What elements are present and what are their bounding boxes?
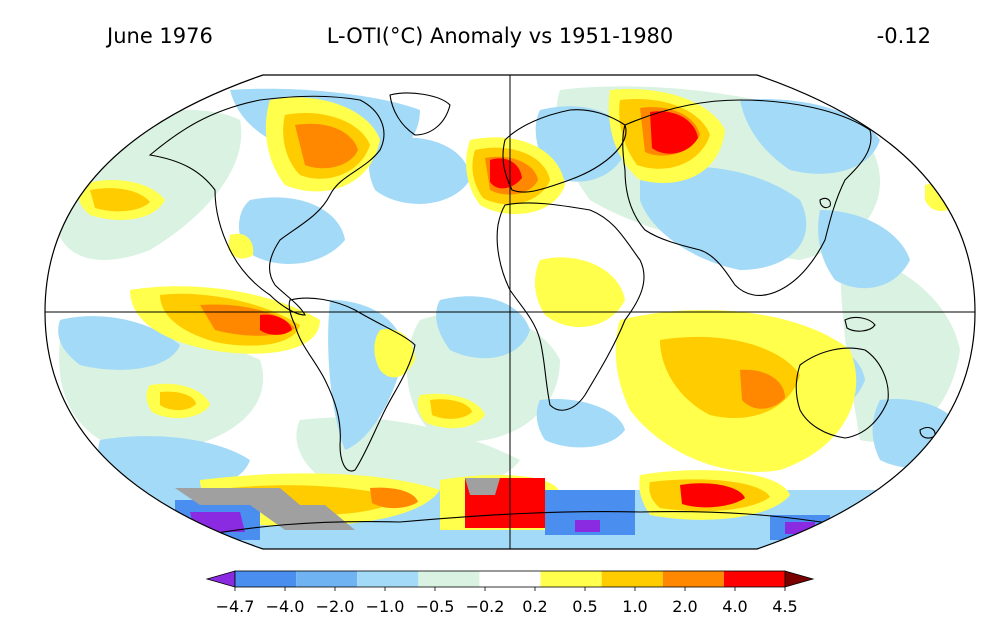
colorbar-swatch bbox=[601, 571, 663, 587]
colorbar-arrow-right bbox=[784, 570, 815, 588]
colorbar-swatch bbox=[662, 571, 724, 587]
colorbar-tick-label: 1.0 bbox=[622, 597, 648, 616]
colorbar-swatch bbox=[418, 571, 480, 587]
colorbar-tick-label: −0.5 bbox=[415, 597, 455, 616]
colorbar-tick-label: −4.7 bbox=[215, 597, 255, 616]
colorbar-tick-label: 4.0 bbox=[722, 597, 748, 616]
colorbar-tick-label: 2.0 bbox=[672, 597, 698, 616]
colorbar-tick-label: −1.0 bbox=[365, 597, 405, 616]
global-mean-value: -0.12 bbox=[876, 24, 931, 48]
colorbar-arrow-left bbox=[205, 570, 236, 588]
colorbar-border bbox=[234, 570, 786, 588]
colorbar-swatch bbox=[540, 571, 602, 587]
missing-data-layer bbox=[175, 478, 500, 530]
colorbar-tick-label: 4.5 bbox=[772, 597, 798, 616]
colorbar-swatch bbox=[235, 571, 297, 587]
colorbar-swatch bbox=[723, 571, 785, 587]
colorbar bbox=[205, 570, 815, 591]
colorbar-swatch bbox=[296, 571, 358, 587]
colorbar-swatch bbox=[479, 571, 541, 587]
map-fill bbox=[45, 75, 975, 549]
colorbar-tick-label: 0.2 bbox=[522, 597, 548, 616]
colorbar-tick-label: −2.0 bbox=[315, 597, 355, 616]
map-date: June 1976 bbox=[107, 24, 213, 48]
coastlines bbox=[148, 92, 936, 541]
colorbar-swatch bbox=[357, 571, 419, 587]
colorbar-tick-label: 0.5 bbox=[572, 597, 598, 616]
colorbar-tick-label: −4.0 bbox=[265, 597, 305, 616]
map-border bbox=[44, 74, 976, 550]
map-title: L-OTI(°C) Anomaly vs 1951-1980 bbox=[326, 24, 674, 48]
colorbar-tick-label: −0.2 bbox=[465, 597, 505, 616]
